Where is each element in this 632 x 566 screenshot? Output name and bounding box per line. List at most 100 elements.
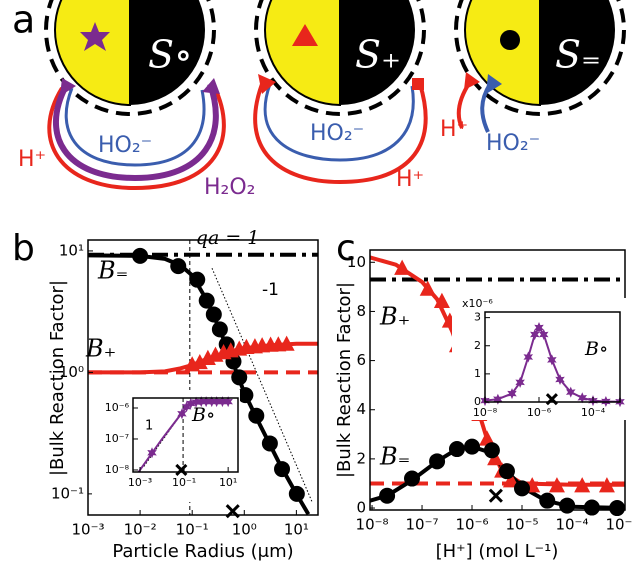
arrowhead bbox=[60, 78, 76, 96]
particle-half bbox=[340, 0, 415, 105]
particle-label: S₊ bbox=[355, 33, 401, 77]
arc bbox=[53, 83, 219, 182]
y-tick-label: 10⁻⁶ bbox=[105, 401, 130, 414]
marker bbox=[189, 271, 206, 288]
marker bbox=[598, 477, 615, 493]
particle-half bbox=[264, 0, 341, 107]
triangle-icon bbox=[292, 24, 318, 46]
marker bbox=[248, 407, 265, 424]
marker bbox=[547, 354, 557, 366]
x-tick-label: 10⁻¹ bbox=[176, 521, 209, 539]
x-tick-label: 10⁻⁵ bbox=[505, 516, 538, 534]
marker bbox=[288, 485, 305, 502]
particle-half bbox=[464, 0, 541, 107]
series-label: B∘ bbox=[191, 404, 215, 426]
inset-background bbox=[452, 298, 628, 420]
dashed-shell bbox=[254, 0, 426, 116]
marker bbox=[565, 386, 576, 398]
marker bbox=[574, 477, 591, 493]
annotation: qa = 1 bbox=[196, 227, 260, 249]
x-axis-title: Particle Radius (μm) bbox=[112, 541, 293, 562]
species-label: H⁺ bbox=[440, 117, 468, 142]
y-tick-label: 10⁻¹ bbox=[51, 484, 84, 502]
x-tick-label: 10⁻⁴ bbox=[555, 516, 588, 534]
dashed-shell bbox=[454, 0, 626, 116]
species-label: HO₂⁻ bbox=[486, 131, 540, 156]
x-tick-label: 10⁻¹ bbox=[172, 476, 196, 489]
marker bbox=[555, 374, 565, 385]
marker bbox=[577, 392, 588, 404]
marker bbox=[534, 321, 544, 333]
marker bbox=[538, 329, 549, 340]
marker bbox=[433, 292, 450, 309]
guide-line bbox=[211, 268, 313, 503]
arc bbox=[263, 83, 415, 162]
marker bbox=[196, 396, 206, 408]
marker bbox=[261, 435, 278, 452]
marker bbox=[223, 396, 233, 408]
x-tick-label: 10⁻⁶ bbox=[455, 516, 488, 534]
y-tick-label: 10⁻⁷ bbox=[105, 432, 129, 445]
marker bbox=[548, 477, 565, 493]
cross-marker bbox=[175, 463, 188, 477]
marker bbox=[539, 492, 556, 509]
star-icon bbox=[80, 22, 110, 51]
y-tick-label: 0 bbox=[356, 499, 366, 517]
marker bbox=[198, 292, 215, 309]
species-label: H⁺ bbox=[18, 147, 46, 172]
species-label: H₂O₂ bbox=[204, 175, 256, 200]
x-tick-label: 10⁻⁴ bbox=[581, 406, 606, 419]
marker bbox=[502, 472, 519, 488]
species-label: HO₂⁻ bbox=[98, 133, 152, 158]
arrowhead bbox=[202, 78, 220, 94]
marker bbox=[231, 369, 248, 386]
marker bbox=[191, 353, 208, 370]
arc bbox=[64, 87, 206, 167]
y-tick-label: 2 bbox=[356, 449, 366, 467]
marker bbox=[177, 408, 187, 420]
marker bbox=[147, 447, 157, 459]
marker bbox=[132, 247, 149, 264]
x-tick-label: 10⁻⁶ bbox=[527, 406, 552, 419]
y-tick-label: 8 bbox=[356, 302, 366, 320]
axes-frame bbox=[132, 397, 239, 473]
x-tick-label: 10⁰ bbox=[232, 521, 257, 539]
marker bbox=[483, 442, 500, 459]
axes-frame bbox=[484, 311, 621, 403]
inset-background bbox=[92, 390, 240, 502]
marker bbox=[278, 335, 295, 351]
series-label: B∘ bbox=[584, 338, 608, 360]
y-tick-label: 10⁰ bbox=[59, 363, 84, 381]
arrowhead bbox=[464, 72, 480, 90]
particle-half bbox=[540, 0, 615, 105]
marker bbox=[419, 280, 436, 296]
axes-frame bbox=[87, 239, 319, 516]
x-tick-label: 10⁻⁷ bbox=[406, 516, 439, 534]
y-tick-label: 10¹ bbox=[59, 241, 84, 259]
panel-label: b bbox=[12, 228, 35, 269]
annotation: -1 bbox=[262, 280, 279, 300]
marker bbox=[404, 470, 421, 487]
arc bbox=[253, 83, 428, 185]
marker bbox=[429, 453, 446, 470]
x-tick-label: 10¹ bbox=[284, 521, 309, 539]
x-tick-label: 10⁻³ bbox=[605, 516, 632, 534]
cross-marker bbox=[488, 488, 503, 503]
annotation: 1 bbox=[145, 419, 153, 434]
y-tick-label: 3 bbox=[474, 311, 481, 324]
marker bbox=[185, 397, 196, 409]
x-axis-title: [H⁺] (mol L⁻¹) bbox=[436, 541, 559, 562]
y-tick-label: 1 bbox=[474, 367, 481, 380]
arrowhead bbox=[258, 74, 276, 94]
series-label: B₌ bbox=[97, 257, 128, 285]
panel-a: a S∘ H⁺ HO₂⁻ H₂O₂ S₊ HO₂⁻ H⁺ S₌ bbox=[12, 0, 626, 200]
marker bbox=[201, 396, 211, 408]
marker bbox=[211, 396, 222, 408]
y-axis-title: |Bulk Reaction Factor| bbox=[47, 280, 68, 476]
marker bbox=[181, 401, 192, 413]
marker bbox=[609, 500, 626, 517]
dot-icon bbox=[500, 30, 520, 50]
y-tick-label: 6 bbox=[356, 351, 366, 369]
x-tick-label: 10¹ bbox=[219, 476, 237, 489]
